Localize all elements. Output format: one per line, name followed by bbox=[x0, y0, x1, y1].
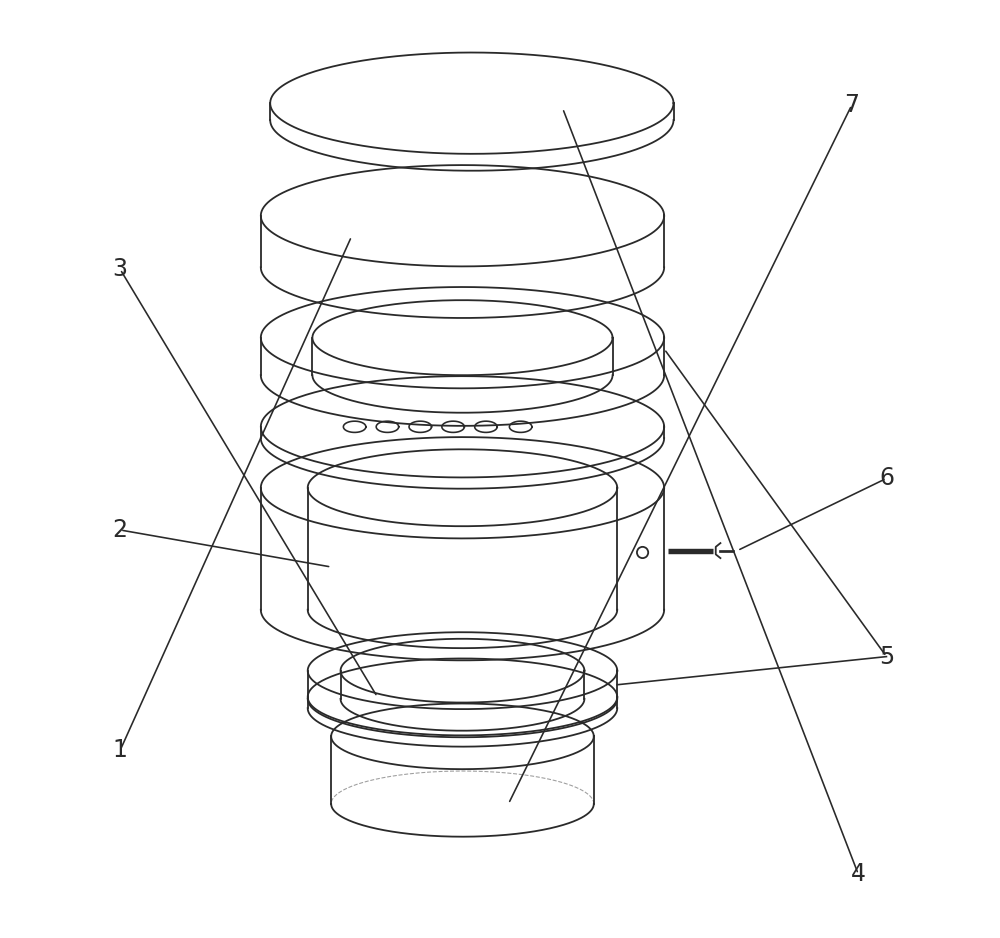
Text: 4: 4 bbox=[851, 862, 866, 886]
Text: 1: 1 bbox=[113, 738, 128, 763]
Text: 2: 2 bbox=[113, 518, 128, 542]
Text: 7: 7 bbox=[844, 93, 859, 117]
Text: 6: 6 bbox=[879, 466, 894, 491]
Text: 5: 5 bbox=[879, 644, 894, 669]
Text: 3: 3 bbox=[113, 257, 128, 281]
